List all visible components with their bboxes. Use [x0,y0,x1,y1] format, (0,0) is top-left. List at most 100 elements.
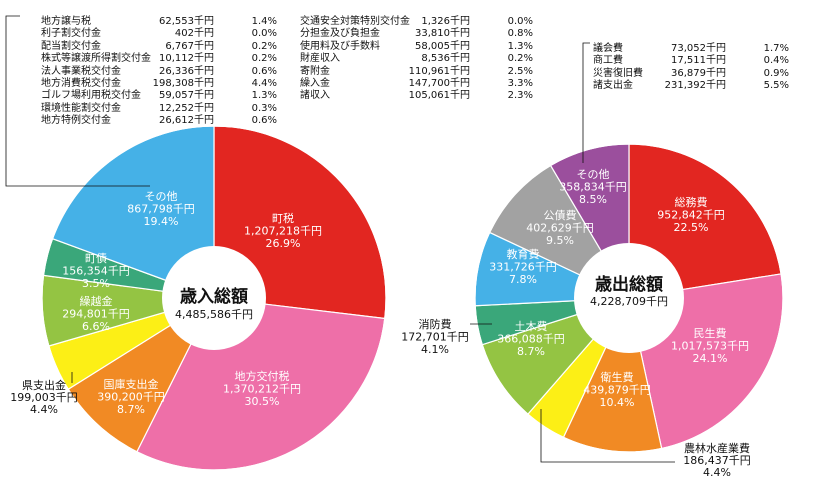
breakdown-item-name: ゴルフ場利用税交付金 [41,90,141,102]
breakdown-row: 環境性能割交付金 12,252千円 0.3% [41,103,277,115]
slice-value-label: 366,088千円 [497,333,565,346]
slice-name-label: 公債費 [544,208,577,222]
breakdown-row: 諸支出金 231,392千円 5.5% [593,80,789,92]
slice-value-label: 390,200千円 [97,391,165,404]
slice-name-label: 土木費 [515,319,548,333]
slice-pct-label: 22.5% [674,221,709,234]
breakdown-item-pct: 1.4% [251,16,277,27]
breakdown-row: 財産収入 8,536千円 0.2% [300,53,533,65]
breakdown-row: 諸収入 105,061千円 2.3% [300,90,533,102]
breakdown-item-pct: 0.8% [507,28,533,40]
breakdown-item-value: 110,961千円 [408,65,470,77]
slice-pct-label: 8.7% [117,403,145,416]
revenue-other-breakdown-right: 交通安全対策特別交付金 1,326千円 0.0% 分担金及び負担金 33,810千円 0.… [300,16,533,103]
breakdown-item-name: 分担金及び負担金 [300,28,380,40]
slice-name-label: 民生費 [694,326,727,340]
breakdown-item-value: 73,052千円 [671,43,726,54]
breakdown-item-value: 26,612千円 [159,115,214,127]
breakdown-item-value: 26,336千円 [159,65,214,77]
slice-pct-label: 6.6% [82,320,110,333]
slice-name-label: 繰越金 [80,294,113,308]
slice-value-label: 156,354千円 [62,265,130,278]
slice-name-label: 県支出金 [22,378,66,392]
breakdown-row: ゴルフ場利用税交付金 59,057千円 1.3% [41,90,277,102]
revenue-total-value: 4,485,586千円 [175,308,253,321]
slice-pct-label: 4.1% [421,343,449,356]
expenditure-total-value: 4,228,709千円 [590,295,668,308]
breakdown-item-pct: 0.2% [507,53,533,65]
slice-value-label: 952,842千円 [657,209,725,222]
breakdown-item-pct: 0.6% [251,115,277,127]
breakdown-row: 地方特例交付金 26,612千円 0.6% [41,115,277,127]
slice-pct-label: 26.9% [266,237,301,250]
breakdown-row: 使用料及び手数料 58,005千円 1.3% [300,41,533,53]
breakdown-item-name: 寄附金 [300,65,330,77]
slice-pct-label: 4.4% [703,466,731,479]
slice-pct-label: 8.5% [579,193,607,206]
breakdown-item-value: 231,392千円 [664,80,726,92]
breakdown-item-value: 147,700千円 [408,77,470,89]
breakdown-item-pct: 0.2% [251,40,277,52]
leader-line [540,409,675,463]
slice-name-label: 地方交付税 [235,369,290,383]
breakdown-item-pct: 0.0% [507,16,533,27]
slice-name-label: 農林水産業費 [684,441,750,455]
breakdown-item-pct: 0.6% [251,65,277,77]
breakdown-item-pct: 1.7% [763,43,789,54]
breakdown-row: 災害復旧費 36,879千円 0.9% [593,68,789,80]
breakdown-row: 分担金及び負担金 33,810千円 0.8% [300,28,533,40]
breakdown-item-name: 繰入金 [300,77,330,89]
slice-value-label: 402,629千円 [526,222,594,235]
expenditure-pie [474,143,784,453]
breakdown-item-pct: 3.3% [507,77,533,89]
breakdown-row: 繰入金 147,700千円 3.3% [300,78,533,90]
breakdown-row: 配当割交付金 6,767千円 0.2% [41,41,277,53]
slice-name-label: 総務費 [675,195,708,209]
breakdown-item-value: 17,511千円 [671,55,726,67]
expenditure-other-breakdown: 議会費 73,052千円 1.7% 商工費 17,511千円 0.4% 災害復旧費 36,87… [593,43,789,93]
breakdown-row: 地方譲与税 62,553千円 1.4% [41,16,277,28]
revenue-other-breakdown-left: 地方譲与税 62,553千円 1.4% 利子割交付金 402千円 0.0% 配当割交付金 6,… [41,16,277,128]
breakdown-item-pct: 1.3% [251,90,277,102]
breakdown-item-pct: 0.0% [251,28,277,40]
breakdown-item-value: 198,308千円 [152,77,214,89]
breakdown-item-name: 地方特例交付金 [41,115,111,127]
slice-pct-label: 4.4% [30,403,58,416]
slice-pct-label: 3.5% [82,277,110,290]
breakdown-item-value: 10,112千円 [159,53,214,65]
breakdown-item-name: 環境性能割交付金 [41,102,121,114]
slice-name-label: 国庫支出金 [104,377,159,391]
slice-value-label: 358,834千円 [559,181,627,194]
breakdown-item-value: 105,061千円 [408,90,470,102]
breakdown-item-name: 利子割交付金 [41,28,101,40]
breakdown-item-pct: 0.2% [251,53,277,65]
breakdown-item-value: 58,005千円 [415,40,470,52]
slice-pct-label: 9.5% [546,234,574,247]
breakdown-item-pct: 0.3% [251,102,277,114]
slice-name-label: 町税 [272,211,294,225]
breakdown-item-name: 諸支出金 [593,80,633,92]
breakdown-row: 法人事業税交付金 26,336千円 0.6% [41,66,277,78]
breakdown-item-name: 株式等譲渡所得割交付金 [41,53,151,65]
breakdown-item-pct: 1.3% [507,40,533,52]
leader-line [5,15,150,187]
breakdown-item-value: 33,810千円 [415,28,470,40]
breakdown-item-name: 使用料及び手数料 [300,40,380,52]
slice-pct-label: 10.4% [600,396,635,409]
breakdown-item-name: 財産収入 [300,53,340,65]
slice-value-label: 1,017,573千円 [671,340,749,353]
slice-value-label: 172,701千円 [401,331,469,344]
breakdown-row: 交通安全対策特別交付金 1,326千円 0.0% [300,16,533,28]
breakdown-item-pct: 2.5% [507,65,533,77]
breakdown-row: 寄附金 110,961千円 2.5% [300,66,533,78]
slice-value-label: 294,801千円 [62,308,130,321]
breakdown-item-value: 8,536千円 [421,53,470,65]
breakdown-item-name: 諸収入 [300,90,330,102]
slice-pct-label: 30.5% [245,395,280,408]
breakdown-item-value: 402千円 [174,28,214,40]
slice-value-label: 867,798千円 [127,203,195,216]
breakdown-item-value: 1,326千円 [421,16,470,27]
slice-name-label: 衛生費 [601,370,634,384]
